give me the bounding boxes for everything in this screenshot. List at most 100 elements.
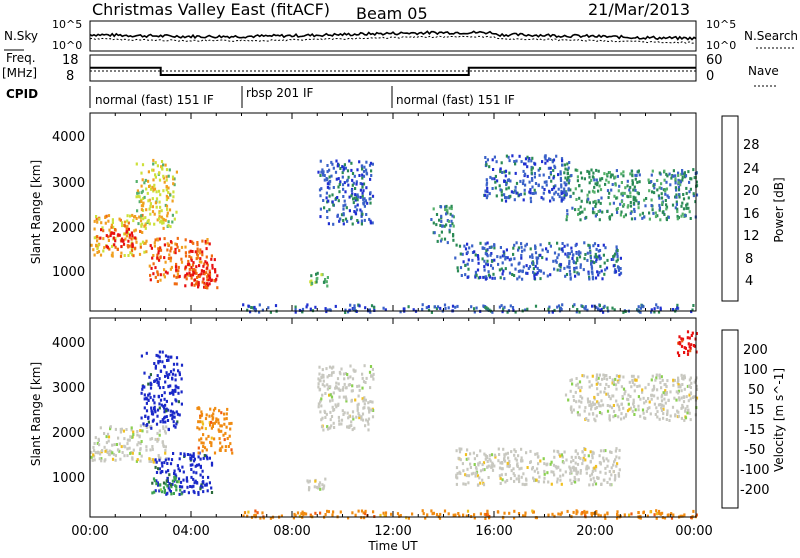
velocity-cell [684,416,688,420]
freq-right-tick-bottom: 0 [706,69,714,84]
power-cell [555,154,558,158]
power-cell [506,178,510,182]
velocity-cell [638,516,641,520]
power-cell [310,279,313,283]
power-cell [546,274,549,278]
power-cell [439,224,442,227]
velocity-cell [156,381,159,384]
power-cell [476,268,480,272]
power-cell [169,193,172,197]
power-cell [578,196,581,200]
power-cell [617,268,621,272]
power-cell [421,307,424,311]
power-cell [348,308,351,312]
velocity-cell [643,401,646,405]
velocity-cell [689,349,692,353]
power-cell [538,269,541,272]
velocity-cell [508,465,511,469]
velocity-cell [606,392,610,396]
power-cell [201,253,204,257]
power-cell [357,220,360,224]
velocity-cell [570,408,573,412]
power-cell [105,234,108,238]
power-cell [565,273,569,276]
power-cell [196,243,199,247]
velocity-cell [135,459,138,463]
power-cell [674,174,677,178]
velocity-cell [670,516,674,520]
velocity-cell [326,387,329,391]
power-cell [589,249,592,253]
velocity-cell [126,454,129,458]
velocity-cell [656,415,659,419]
velocity-cell [488,453,491,457]
power-cell [653,310,656,314]
power-cell [622,204,625,208]
velocity-cell [424,516,427,520]
power-cell [595,247,598,251]
power-cell [577,208,580,211]
power-cell [190,257,193,261]
velocity-cell [684,409,687,413]
velocity-cell [224,449,227,452]
power-cell [363,200,366,204]
velocity-cell [633,405,636,409]
velocity-cell [611,394,614,398]
power-cell [363,204,366,208]
velocity-cell [652,384,656,388]
power-cell [111,218,114,222]
velocity-cell [647,382,650,386]
power-cell [534,247,537,251]
velocity-cell [158,359,161,363]
velocity-cell [575,469,578,473]
velocity-cell [483,512,486,516]
velocity-cell [476,454,479,458]
velocity-cell [162,445,165,448]
velocity-cell [483,468,486,472]
power-cell [671,203,675,207]
velocity-cell [628,407,631,411]
velocity-cell [502,447,505,451]
velocity-cell [130,428,133,432]
power-cell [369,161,373,165]
velocity-cell [122,429,125,433]
velocity-cell [503,458,506,462]
power-cell [130,247,133,251]
velocity-cell [564,470,567,474]
velocity-cell [599,404,602,408]
power-cell [586,193,589,197]
power-cell [597,244,600,247]
power-cell [249,310,252,314]
power-cell [661,201,664,205]
power-cell [522,169,525,173]
velocity-cell [165,470,168,474]
power-cell [603,272,606,276]
power-cell [558,195,561,199]
power-ytick-1000: 1000 [52,265,85,280]
velocity-cell [332,510,335,514]
velocity-cell [350,420,353,424]
velocity-cell [577,478,580,482]
power-cell [518,275,521,279]
velocity-cell [689,397,692,401]
velocity-cell [365,418,368,422]
power-cell [568,161,571,164]
velocity-cell [126,447,129,451]
power-cell [481,246,484,250]
power-cell [157,251,160,255]
power-cell [156,164,159,168]
power-cell [342,222,345,226]
velocity-cell [162,425,165,429]
power-cell [148,185,151,188]
power-cell [339,180,342,184]
power-cell [676,306,679,310]
power-cell [141,240,145,244]
power-cell [619,256,622,260]
power-cbar-tick-8: 8 [745,252,753,267]
power-cell [475,273,478,277]
power-cell [502,307,505,311]
velocity-cell [164,482,167,486]
velocity-cell [317,405,320,409]
power-cell [664,192,667,196]
power-cell [524,162,527,166]
